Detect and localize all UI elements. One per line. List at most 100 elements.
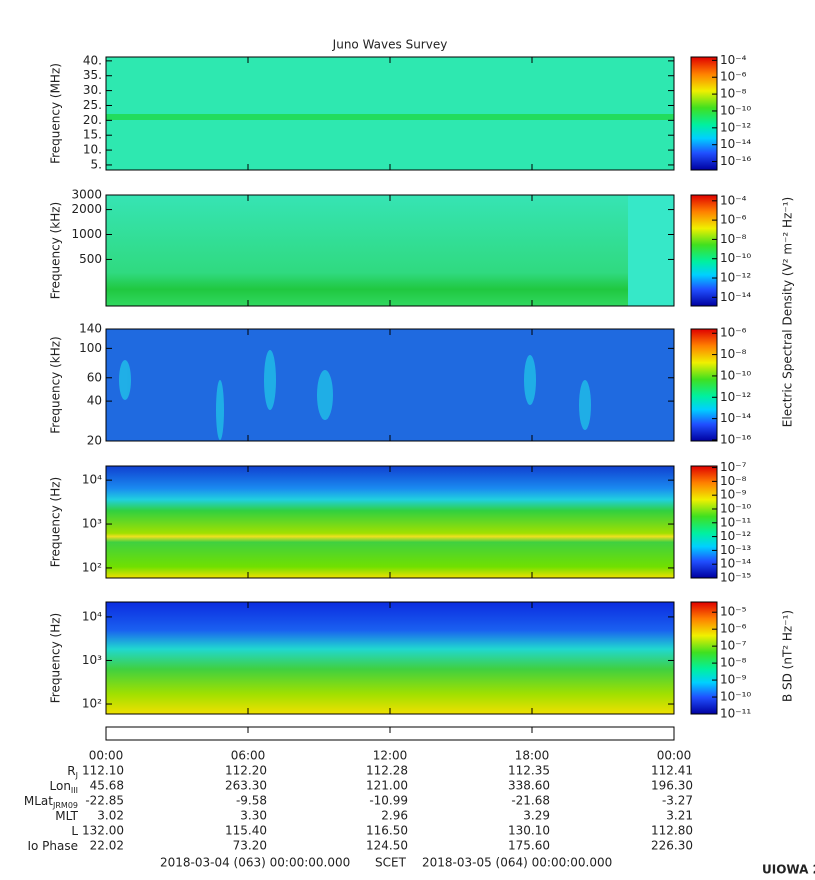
row-label-text: MLT [55,809,78,823]
row-value: 112.35 [508,764,550,778]
y-tick-label: 30. [83,83,102,97]
spectrogram [106,195,674,306]
row-value: 3.30 [240,809,267,823]
colorbar-tick-label: 10⁻¹² [720,120,751,134]
y-tick-label: 40. [83,53,102,67]
y-tick-label: 100 [79,341,102,355]
colorbar [690,601,718,715]
row-label-text: L [71,824,78,838]
y-tick-label: 140 [79,322,102,336]
y-tick-label: 1000 [71,227,102,241]
row-value: 130.10 [508,824,550,838]
row-value: 3.02 [97,809,124,823]
colorbar-tick-label: 10⁻⁶ [720,622,747,636]
colorbar-tick-label: 10⁻⁶ [720,70,747,84]
x-tick-label: 06:00 [231,749,266,763]
y-tick-label: 2000 [71,202,102,216]
footer-scet: SCET [375,856,407,870]
colorbar-tick-label: 10⁻⁸ [720,347,747,361]
colorbar-tick-label: 10⁻⁵ [720,605,747,619]
colorbar-tick-label: 10⁻¹³ [720,543,751,557]
colorbar-tick-label: 10⁻¹⁰ [720,690,751,704]
row-label: L [71,824,78,838]
y-tick-label: 500 [79,252,102,266]
spectrogram-band [106,114,674,120]
y-tick-label: 20 [87,434,102,448]
colorbar-tick-label: 10⁻¹² [720,529,751,543]
colorbar-tick-label: 10⁻¹⁴ [720,290,751,304]
colorbar-title: Electric Spectral Density (V² m⁻² Hz⁻¹) [781,197,795,427]
y-tick-label: 10⁴ [82,473,102,487]
row-value: 112.80 [651,824,693,838]
colorbar-tick-label: 10⁻¹¹ [720,707,751,721]
row-value: 226.30 [651,839,693,853]
y-tick-label: 10⁴ [82,609,102,623]
colorbar-tick-label: 10⁻⁴ [720,193,747,207]
footer-start: 2018-03-04 (063) 00:00:00.000 [160,856,350,870]
spectrogram [106,57,674,170]
colorbar-tick-label: 10⁻¹⁶ [720,154,751,168]
y-tick-label: 5. [91,157,102,171]
colorbar-tick-label: 10⁻⁸ [720,87,747,101]
colorbar-tick-label: 10⁻⁸ [720,474,747,488]
colorbar-tick-label: 10⁻¹⁰ [720,251,751,265]
colorbar-tick-label: 10⁻⁸ [720,232,747,246]
row-value: 73.20 [233,839,267,853]
footer-end: 2018-03-05 (064) 00:00:00.000 [422,856,612,870]
title: Juno Waves Survey [332,38,448,52]
colorbar [690,328,718,442]
colorbar-tick-label: 10⁻¹¹ [720,515,751,529]
y-tick-label: 40 [87,394,102,408]
y-tick-label: 15. [83,128,102,142]
row-value: 116.50 [366,824,408,838]
y-tick-label: 35. [83,68,102,82]
colorbar-tick-label: 10⁻¹² [720,390,751,404]
row-value: -21.68 [511,794,550,808]
colorbar-tick-label: 10⁻⁹ [720,488,747,502]
row-value: 112.41 [651,764,693,778]
row-label: LonIII [50,779,79,795]
colorbar-tick-label: 10⁻¹⁶ [720,432,751,446]
spectrogram [106,329,674,441]
y-axis-label: Frequency (kHz) [49,202,63,299]
row-label: Io Phase [27,839,78,853]
y-axis-label: Frequency (MHz) [49,63,63,164]
row-value: -9.58 [236,794,267,808]
colorbar [690,194,718,307]
colorbar-tick-label: 10⁻⁷ [720,460,747,474]
colorbar-tick-label: 10⁻⁹ [720,673,747,687]
row-value: 175.60 [508,839,550,853]
colorbar-tick-label: 10⁻⁸ [720,656,747,670]
x-tick-label: 12:00 [373,749,408,763]
y-tick-label: 10³ [82,653,102,667]
colorbar-title: B SD (nT² Hz⁻¹) [781,610,795,702]
colorbar-tick-label: 10⁻¹⁰ [720,103,751,117]
row-value: 3.29 [523,809,550,823]
row-label-text: R [67,764,75,778]
row-value: 263.30 [225,779,267,793]
y-tick-label: 10. [83,143,102,157]
y-tick-label: 3000 [71,188,102,202]
colorbar-tick-label: 10⁻¹² [720,271,751,285]
colorbar-tick-label: 10⁻⁶ [720,213,747,227]
spectrograms [106,57,674,714]
colorbar-tick-label: 10⁻¹⁰ [720,368,751,382]
colorbar-tick-label: 10⁻¹⁰ [720,501,751,515]
row-label: RJ [67,764,78,780]
row-label-sub: JRM09 [52,801,78,810]
y-tick-label: 10² [82,697,102,711]
row-label-text: Lon [50,779,71,793]
y-tick-label: 10³ [82,517,102,531]
row-value: 112.28 [366,764,408,778]
y-axis-label: Frequency (kHz) [49,336,63,433]
row-value: 45.68 [90,779,124,793]
x-tick-label: 18:00 [515,749,550,763]
row-label: MLT [55,809,78,823]
row-value: 132.00 [82,824,124,838]
y-axis-label: Frequency (Hz) [49,613,63,704]
colorbar-tick-label: 10⁻⁶ [720,326,747,340]
row-value: -3.27 [662,794,693,808]
colorbar-tick-label: 10⁻⁴ [720,53,747,67]
row-value: -10.99 [369,794,408,808]
row-label-sub: J [75,771,78,780]
